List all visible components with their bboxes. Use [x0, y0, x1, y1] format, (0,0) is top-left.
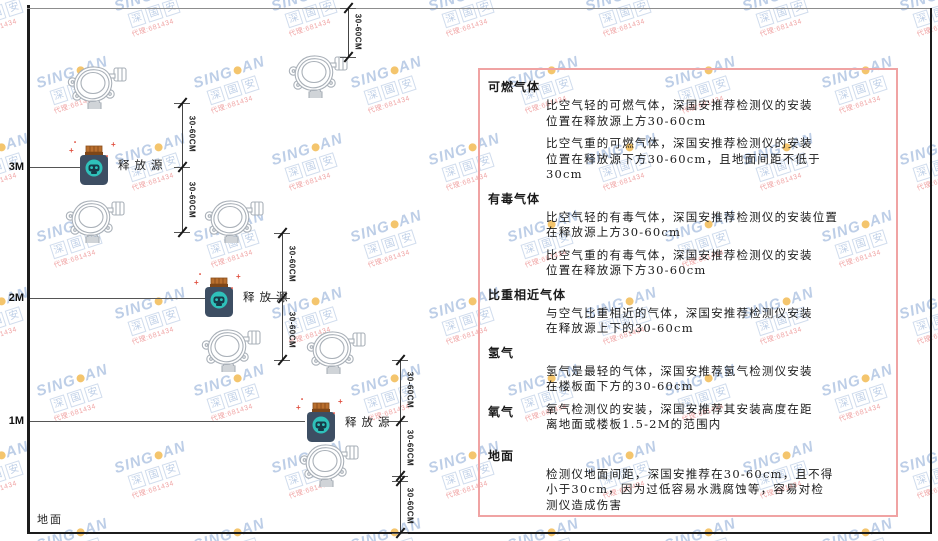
section-text-line: 比空气轻的有毒气体，深国安推荐检测仪的安装位置 [546, 209, 839, 224]
info-panel: 可燃气体 比空气轻的可燃气体，深国安推荐检测仪的安装 位置在释放源上方30-60c… [478, 68, 898, 517]
release-source-icon [307, 402, 335, 442]
section-paragraph: 比空气轻的有毒气体，深国安推荐检测仪的安装位置 在释放源上方30-60cm [546, 210, 886, 241]
section-body: 与空气比重相近的气体，深国安推荐检测仪安装 在释放源上下的30-60cm [488, 306, 886, 337]
panel-section: 有毒气体 比空气轻的有毒气体，深国安推荐检测仪的安装位置 在释放源上方30-60c… [488, 190, 886, 279]
dimension-label: 30-60CM [287, 311, 297, 349]
section-paragraph: 氢气是最轻的气体，深国安推荐氢气检测仪安装 在楼板面下方的30-60cm [546, 364, 886, 395]
section-paragraph: 比空气轻的可燃气体，深国安推荐检测仪的安装 位置在释放源上方30-60cm [546, 98, 886, 129]
dimension-line [348, 8, 349, 57]
gas-detector-icon [287, 52, 349, 99]
height-label-1m: 1M [8, 415, 24, 427]
section-heading: 氢气 [488, 345, 515, 360]
section-body: 比空气轻的可燃气体，深国安推荐检测仪的安装 位置在释放源上方30-60cm 比空气重… [488, 98, 886, 183]
sparkle-icon: + [236, 272, 241, 281]
release-source-icon [205, 277, 233, 317]
gas-detector-icon [298, 441, 360, 488]
reference-line [30, 167, 80, 168]
section-text-line: 比空气重的可燃气体，深国安推荐检测仪的安装 [546, 136, 813, 150]
release-source-icon [80, 145, 108, 185]
section-text-line: 30cm [546, 167, 583, 181]
sparkle-icon: + [296, 403, 301, 412]
section-text-line: 位置在释放源下方30-60cm，且地面间距不低于 [546, 151, 821, 166]
sparkle-icon: • [301, 397, 304, 403]
panel-section: 可燃气体 比空气轻的可燃气体，深国安推荐检测仪的安装 位置在释放源上方30-60c… [488, 78, 886, 183]
panel-section: 比重相近气体 与空气比重相近的气体，深国安推荐检测仪安装 在释放源上下的30-60… [488, 286, 886, 337]
gas-detector-icon [66, 63, 128, 110]
section-text-line: 比空气重的有毒气体，深国安推荐检测仪的安装 [546, 247, 813, 262]
section-paragraph: 比空气重的有毒气体，深国安推荐检测仪的安装 位置在释放源下方30-60cm [546, 248, 886, 279]
dimension-label: 30-60CM [405, 487, 415, 525]
sparkle-icon: • [74, 140, 77, 146]
section-text-line: 氧气检测仪的安装，深国安推荐其安装高度在距 [546, 401, 813, 416]
section-text-line: 与空气比重相近的气体，深国安推荐检测仪安装 [546, 305, 813, 320]
ground-line [27, 532, 932, 534]
sparkle-icon: • [231, 286, 234, 292]
sparkle-icon: • [106, 154, 109, 160]
section-text-line: 氢气是最轻的气体，深国安推荐氢气检测仪安装 [546, 363, 813, 378]
sparkle-icon: + [69, 146, 74, 155]
height-label-2m: 2M [8, 292, 24, 304]
panel-section: 地面 检测仪地面间距，深国安推荐在30-60cm，且不得 小于30cm，因为过低容… [488, 447, 886, 514]
height-label-3m: 3M [8, 161, 24, 173]
section-text-line: 在释放源上下的30-60cm [546, 321, 694, 335]
dimension-label: 30-60CM [187, 115, 197, 153]
section-heading: 比重相近气体 [488, 287, 567, 302]
section-text-line: 比空气轻的可燃气体，深国安推荐检测仪的安装 [546, 98, 813, 112]
dimension-line [400, 360, 401, 533]
section-text-line: 离地面或楼板1.5-2M的范围内 [546, 417, 722, 431]
sparkle-icon: + [111, 140, 116, 149]
dimension-label: 30-60CM [187, 181, 197, 219]
section-body: 检测仪地面间距，深国安推荐在30-60cm，且不得 小于30cm，因为过低容易水溅… [488, 467, 886, 514]
left-axis-line [27, 5, 30, 534]
dimension-label: 30-60CM [353, 13, 363, 51]
section-body: 比空气轻的有毒气体，深国安推荐检测仪的安装位置 在释放源上方30-60cm 比空气重… [488, 210, 886, 279]
section-text-line: 在楼板面下方的30-60cm [546, 379, 694, 393]
sparkle-icon: • [333, 411, 336, 417]
release-source: + + • • 释放源 [69, 140, 163, 185]
section-body: 氢气是最轻的气体，深国安推荐氢气检测仪安装 在楼板面下方的30-60cm [488, 364, 886, 395]
gas-detector-icon [64, 197, 126, 244]
gas-detector-icon [305, 328, 367, 375]
ceiling-line [27, 8, 932, 9]
release-source: + + • • 释放源 [296, 397, 390, 442]
release-source-label: 释放源 [118, 158, 168, 172]
sparkle-icon: • [199, 272, 202, 278]
sparkle-icon: + [194, 278, 199, 287]
gas-detector-icon [203, 197, 265, 244]
section-heading: 氧气 [488, 404, 515, 419]
panel-section: 氢气 氢气是最轻的气体，深国安推荐氢气检测仪安装 在楼板面下方的30-60cm [488, 344, 886, 395]
section-text-line: 检测仪地面间距，深国安推荐在30-60cm，且不得 [546, 466, 834, 481]
section-text-line: 测仪造成伤害 [546, 497, 623, 512]
section-text-line: 小于30cm，因为过低容易水溅腐蚀等，容易对检 [546, 482, 825, 496]
section-text-line: 位置在释放源下方30-60cm [546, 263, 707, 277]
release-source-label: 释放源 [243, 290, 293, 304]
ground-label: 地面 [37, 513, 63, 526]
section-text-line: 位置在释放源上方30-60cm [546, 113, 707, 128]
panel-section: 氧气 氧气检测仪的安装，深国安推荐其安装高度在距 离地面或楼板1.5-2M的范围内 [488, 402, 886, 433]
section-body: 氧气检测仪的安装，深国安推荐其安装高度在距 离地面或楼板1.5-2M的范围内 [488, 402, 886, 433]
gas-detector-icon [200, 326, 262, 373]
section-paragraph: 检测仪地面间距，深国安推荐在30-60cm，且不得 小于30cm，因为过低容易水溅… [546, 467, 886, 514]
reference-line [30, 298, 205, 299]
section-heading: 可燃气体 [488, 80, 541, 94]
section-paragraph: 比空气重的可燃气体，深国安推荐检测仪的安装 位置在释放源下方30-60cm，且地面… [546, 136, 886, 183]
release-source: + + • • 释放源 [194, 272, 288, 317]
section-paragraph: 与空气比重相近的气体，深国安推荐检测仪安装 在释放源上下的30-60cm [546, 306, 886, 337]
section-paragraph: 氧气检测仪的安装，深国安推荐其安装高度在距 离地面或楼板1.5-2M的范围内 [546, 402, 886, 433]
dimension-label: 30-60CM [405, 371, 415, 409]
section-text-line: 在释放源上方30-60cm [546, 225, 682, 239]
release-source-label: 释放源 [345, 415, 395, 429]
right-border-line [930, 8, 932, 534]
dimension-label: 30-60CM [287, 245, 297, 283]
section-heading: 有毒气体 [488, 191, 541, 206]
dimension-label: 30-60CM [405, 429, 415, 467]
reference-line [30, 421, 305, 422]
section-heading: 地面 [488, 448, 515, 463]
sparkle-icon: + [338, 397, 343, 406]
